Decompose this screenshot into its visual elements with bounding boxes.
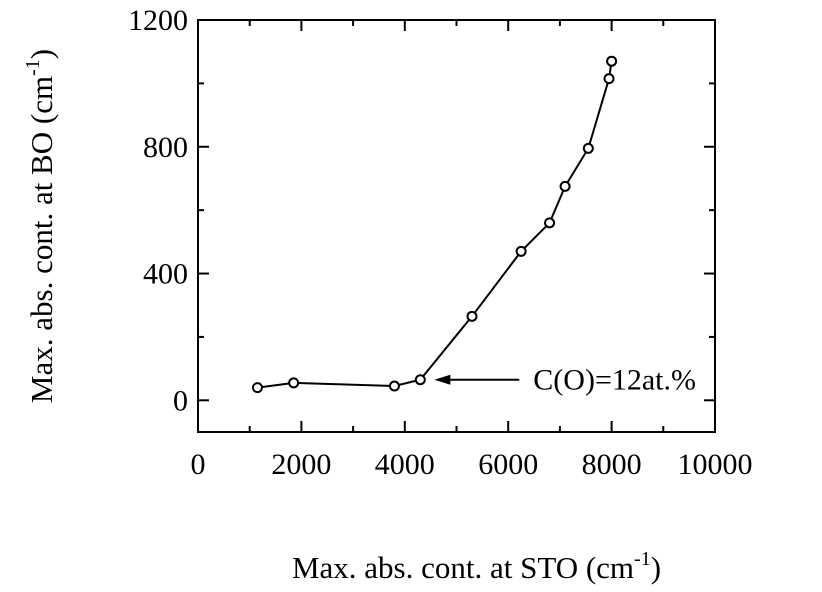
data-point [544, 217, 556, 229]
x-axis-title: Max. abs. cont. at STO (cm-1) [292, 548, 661, 585]
data-point [388, 380, 400, 392]
data-point [606, 55, 618, 67]
axis-ticks [197, 19, 716, 432]
annotation-arrow-head [434, 374, 451, 385]
y-tick-labels: 0 400 800 1200 [128, 4, 188, 417]
data-point [603, 73, 615, 85]
data-point [414, 374, 426, 386]
y-axis-title-main: Max. abs. cont. at BO (cm [24, 76, 59, 403]
y-axis-title-sup: -1 [22, 59, 44, 76]
x-tick-label: 8000 [582, 448, 642, 481]
data-point [559, 180, 571, 192]
annotation: C(O)=12at.% [434, 364, 696, 397]
data-point [582, 142, 594, 154]
data-point [288, 377, 300, 389]
data-point [515, 245, 527, 257]
x-tick-label: 10000 [678, 448, 753, 481]
x-axis-title-main: Max. abs. cont. at STO (cm [292, 550, 634, 585]
y-tick-label: 400 [143, 258, 188, 291]
y-tick-label: 1200 [128, 4, 188, 37]
x-tick-label: 4000 [375, 448, 435, 481]
series-line [257, 61, 613, 389]
annotation-text: C(O)=12at.% [533, 364, 696, 397]
y-tick-label: 0 [173, 384, 188, 417]
data-points [251, 55, 618, 394]
x-axis-title-sup: -1 [634, 548, 651, 570]
x-tick-label: 0 [191, 448, 206, 481]
data-point [251, 382, 263, 394]
y-tick-label: 800 [143, 131, 188, 164]
data-point [466, 310, 478, 322]
x-tick-label: 2000 [271, 448, 331, 481]
x-axis-title-tail: ) [651, 550, 661, 585]
y-axis-title-tail: ) [24, 49, 59, 59]
y-axis-title: Max. abs. cont. at BO (cm-1) [22, 49, 59, 403]
x-tick-label: 6000 [478, 448, 538, 481]
x-tick-labels: 0 2000 4000 6000 8000 10000 [191, 448, 753, 481]
